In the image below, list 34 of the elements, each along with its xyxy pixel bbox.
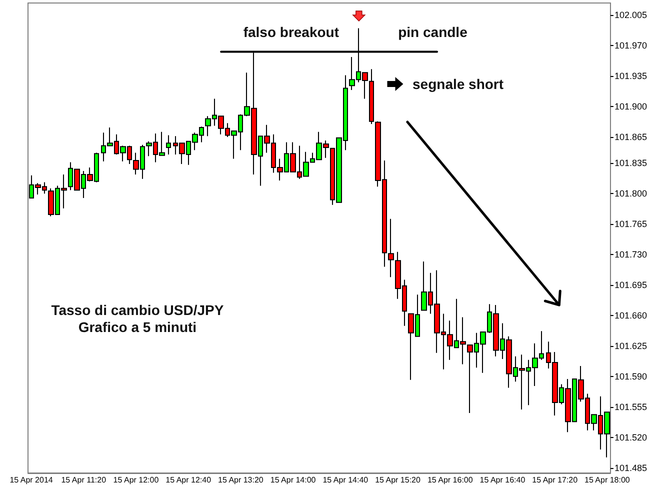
x-tick-label: 15 Apr 15:20	[375, 476, 422, 484]
x-tick-label: 15 Apr 16:40	[480, 476, 526, 484]
x-tick-label: 15 Apr 18:00	[584, 476, 630, 484]
x-tick-label: 15 Apr 16:00	[427, 476, 474, 484]
x-tick-label: 15 Apr 11:20	[61, 476, 107, 484]
x-tick-label: 15 Apr 2014	[10, 476, 54, 484]
y-tick-label: 101.970	[614, 40, 648, 51]
y-tick-label: 102.005	[614, 10, 648, 20]
y-tick-label: 101.625	[614, 340, 648, 351]
x-tick-label: 15 Apr 12:00	[113, 476, 160, 484]
x-tick-label: 15 Apr 13:20	[218, 476, 264, 484]
annotation: pin candle	[398, 24, 468, 40]
candlestick	[166, 134, 171, 155]
annotation: Grafico a 5 minuti	[78, 319, 197, 335]
y-tick-label: 101.865	[614, 132, 648, 142]
annotation: segnale short	[412, 76, 504, 92]
y-tick-label: 101.935	[614, 71, 648, 82]
annotation: Tasso di cambio USD/JPY	[51, 302, 224, 318]
y-tick-label: 101.800	[614, 188, 648, 199]
y-tick-label: 101.730	[614, 250, 648, 260]
x-tick-label: 15 Apr 14:00	[270, 476, 316, 484]
y-tick-label: 101.485	[614, 462, 648, 473]
y-tick-label: 101.520	[614, 432, 648, 442]
y-tick-label: 101.660	[614, 310, 648, 320]
y-tick-label: 101.765	[614, 219, 648, 230]
y-tick-label: 101.555	[614, 402, 648, 412]
x-tick-label: 15 Apr 17:20	[532, 476, 578, 484]
y-tick-label: 101.695	[614, 280, 648, 290]
x-tick-label: 15 Apr 12:40	[166, 476, 212, 484]
y-tick-label: 101.835	[614, 158, 648, 168]
y-tick-label: 101.900	[614, 102, 648, 112]
annotation: falso breakout	[243, 24, 340, 40]
x-tick-label: 15 Apr 14:40	[322, 476, 369, 484]
y-tick-label: 101.590	[614, 371, 648, 382]
